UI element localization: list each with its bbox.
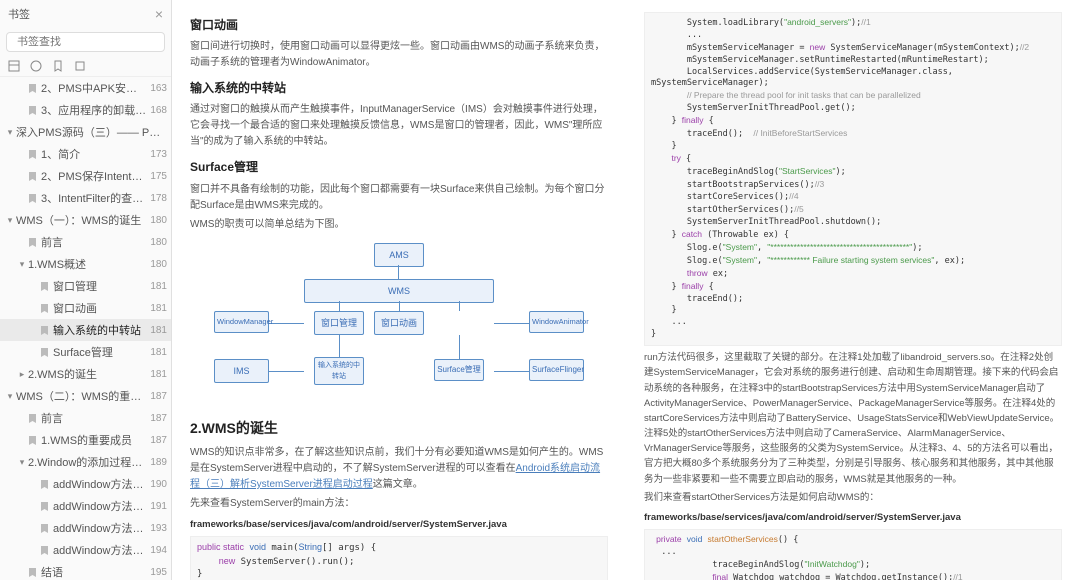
- sidebar-toolbar: [0, 56, 171, 77]
- tree-item[interactable]: 1、简介173: [0, 143, 171, 165]
- tree-item[interactable]: addWindow方法part3193: [0, 517, 171, 539]
- tree-item[interactable]: ▸2.WMS的诞生181: [0, 363, 171, 385]
- diagram-box: 输入系统的中转站: [314, 357, 364, 385]
- right-column: System.loadLibrary("android_servers");//…: [626, 0, 1080, 580]
- tree-item[interactable]: ▾WMS（二）：WMS的重要成员和Window的添加过程187: [0, 385, 171, 407]
- code-block: public static void main(String[] args) {…: [190, 536, 608, 580]
- tree-item[interactable]: 输入系统的中转站181: [0, 319, 171, 341]
- tree-item[interactable]: ▾1.WMS概述180: [0, 253, 171, 275]
- tool-icon-4[interactable]: [74, 60, 86, 72]
- close-icon[interactable]: ×: [155, 6, 163, 22]
- diagram-box: IMS: [214, 359, 269, 383]
- tree-item[interactable]: addWindow方法part2191: [0, 495, 171, 517]
- content-area: 窗口动画 窗口间进行切换时，使用窗口动画可以显得更炫一些。窗口动画由WMS的动画…: [172, 0, 1080, 580]
- paragraph: 先来查看SystemServer的main方法：: [190, 496, 608, 512]
- sidebar: 书签 × 2、PMS中APK安装过程1633、应用程序的卸载过程168▾深入PM…: [0, 0, 172, 580]
- heading: Surface管理: [190, 158, 608, 177]
- tree-item[interactable]: 窗口管理181: [0, 275, 171, 297]
- tree-item[interactable]: ▾WMS（一）：WMS的诞生180: [0, 209, 171, 231]
- tool-icon-1[interactable]: [8, 60, 20, 72]
- left-column: 窗口动画 窗口间进行切换时，使用窗口动画可以显得更炫一些。窗口动画由WMS的动画…: [172, 0, 626, 580]
- code-path: frameworks/base/services/java/com/androi…: [644, 510, 1062, 525]
- search-box[interactable]: [6, 32, 165, 52]
- tool-icon-2[interactable]: [30, 60, 42, 72]
- diagram-box: WMS: [304, 279, 494, 303]
- tree-item[interactable]: 2、PMS中APK安装过程163: [0, 77, 171, 99]
- tree-item[interactable]: 3、应用程序的卸载过程168: [0, 99, 171, 121]
- diagram-box: 窗口动画: [374, 311, 424, 335]
- heading: 2.WMS的诞生: [190, 417, 608, 439]
- paragraph: 通过对窗口的触摸从而产生触摸事件，InputManagerService（IMS…: [190, 102, 608, 150]
- paragraph: WMS的知识点非常多，在了解这些知识点前，我们十分有必要知道WMS是如何产生的。…: [190, 445, 608, 493]
- code-block: System.loadLibrary("android_servers");//…: [644, 12, 1062, 346]
- tree-item[interactable]: ▾深入PMS源码（三）—— PMS中intent-filter的匹配架构: [0, 121, 171, 143]
- sidebar-header: 书签 ×: [0, 0, 171, 28]
- tree-item[interactable]: addWindow方法总结194: [0, 539, 171, 561]
- tree-item[interactable]: 1.WMS的重要成员187: [0, 429, 171, 451]
- diagram-box: Surface管理: [434, 359, 484, 382]
- diagram-box: AMS: [374, 243, 424, 267]
- heading: 窗口动画: [190, 16, 608, 35]
- tree-item[interactable]: 前言180: [0, 231, 171, 253]
- paragraph: 我们来查看startOtherServices方法是如何启动WMS的：: [644, 490, 1062, 505]
- paragraph: 窗口并不具备有绘制的功能，因此每个窗口都需要有一块Surface来供自己绘制。为…: [190, 182, 608, 214]
- heading: 输入系统的中转站: [190, 79, 608, 98]
- wms-diagram: AMS WMS WindowManager 窗口管理 窗口动画 WindowAn…: [214, 243, 584, 403]
- sidebar-title: 书签: [8, 6, 155, 22]
- tree-item[interactable]: ▾2.Window的添加过程（WMS部分）189: [0, 451, 171, 473]
- diagram-box: WindowManager: [214, 311, 269, 333]
- tree-item[interactable]: 窗口动画181: [0, 297, 171, 319]
- tree-item[interactable]: addWindow方法part1190: [0, 473, 171, 495]
- search-input[interactable]: [17, 36, 159, 48]
- tree-item[interactable]: 结语195: [0, 561, 171, 580]
- code-path: frameworks/base/services/java/com/androi…: [190, 517, 608, 532]
- bookmark-icon[interactable]: [52, 60, 64, 72]
- tree-item[interactable]: 2、PMS保存IntentFilter175: [0, 165, 171, 187]
- tree-item[interactable]: Surface管理181: [0, 341, 171, 363]
- bookmark-tree[interactable]: 2、PMS中APK安装过程1633、应用程序的卸载过程168▾深入PMS源码（三…: [0, 77, 171, 580]
- paragraph: run方法代码很多，这里截取了关键的部分。在注释1处加载了libandroid_…: [644, 350, 1062, 487]
- tree-item[interactable]: 3、IntentFilter的查找匹配178: [0, 187, 171, 209]
- diagram-box: 窗口管理: [314, 311, 364, 335]
- diagram-box: WindowAnimator: [529, 311, 584, 333]
- code-block: private void startOtherServices() { ... …: [644, 529, 1062, 580]
- diagram-box: SurfaceFlinger: [529, 359, 584, 382]
- paragraph: 窗口间进行切换时，使用窗口动画可以显得更炫一些。窗口动画由WMS的动画子系统来负…: [190, 39, 608, 71]
- tree-item[interactable]: 前言187: [0, 407, 171, 429]
- paragraph: WMS的职责可以简单总结为下图。: [190, 217, 608, 233]
